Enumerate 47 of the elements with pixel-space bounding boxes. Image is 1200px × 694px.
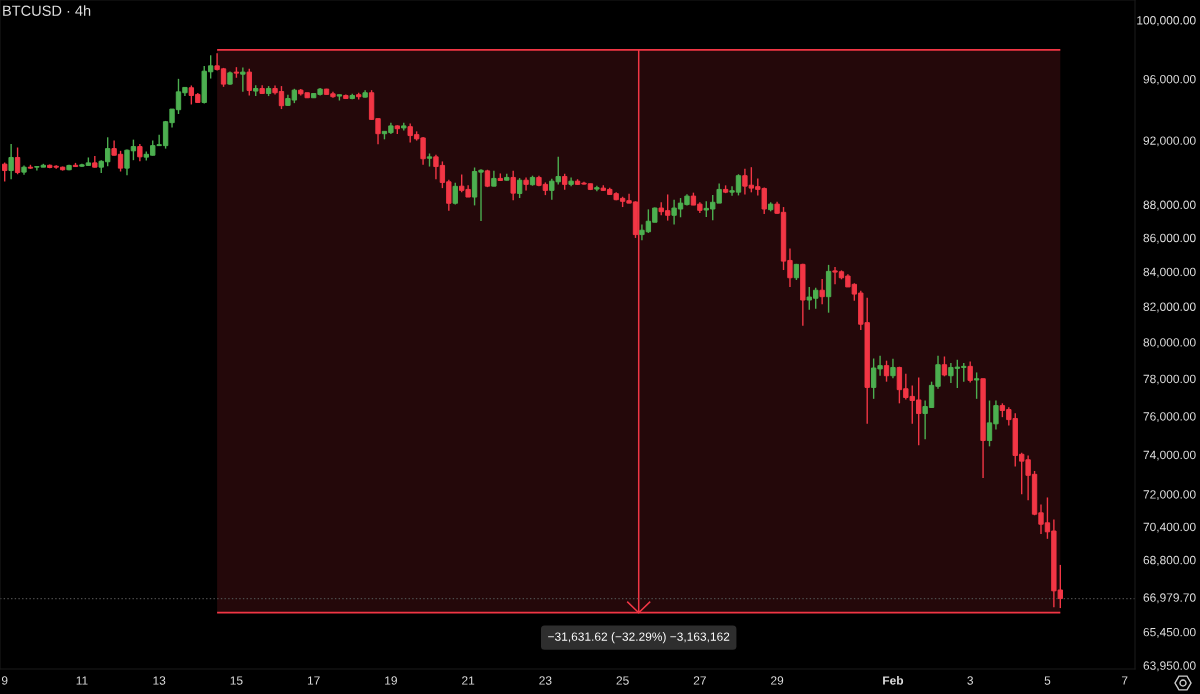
x-tick-label: 3 xyxy=(967,676,973,685)
x-tick-label: 7 xyxy=(1121,676,1128,685)
y-tick-label: 70,400.00 xyxy=(1143,522,1196,533)
y-tick-label: 92,000.00 xyxy=(1143,136,1196,147)
y-tick-label: 100,000.00 xyxy=(1137,16,1196,26)
y-tick-label: 72,000.00 xyxy=(1143,490,1196,501)
x-tick-label: 27 xyxy=(693,676,706,685)
x-tick-label: 23 xyxy=(539,676,552,685)
candlestick xyxy=(240,66,246,93)
y-tick-label: 76,000.00 xyxy=(1143,412,1196,423)
candlestick xyxy=(819,278,825,305)
y-tick-label: 68,800.00 xyxy=(1143,555,1196,566)
y-tick-label: 88,000.00 xyxy=(1143,200,1196,211)
band-label: −31,631.62 (−32.29%) −3,163,162 xyxy=(548,632,730,644)
candlestick xyxy=(883,359,890,383)
y-tick-label: 78,000.00 xyxy=(1143,374,1196,385)
x-tick-label: 5 xyxy=(1044,676,1051,685)
y-tick-label: 63,950.00 xyxy=(1143,661,1196,672)
x-tick-label: 21 xyxy=(462,676,475,685)
candlestick xyxy=(2,161,8,183)
x-tick-label: 13 xyxy=(153,676,166,685)
candlestick xyxy=(516,177,523,199)
y-tick-label: 65,450.00 xyxy=(1143,627,1196,638)
y-tick-label: 80,000.00 xyxy=(1143,338,1196,349)
candlestick xyxy=(452,182,458,206)
x-tick-label: 9 xyxy=(1,676,8,685)
x-tick-label: 25 xyxy=(616,676,629,685)
x-tick-label: 15 xyxy=(230,676,243,685)
y-tick-label: 74,000.00 xyxy=(1143,450,1196,461)
y-tick-label: 82,000.00 xyxy=(1143,302,1196,313)
chart-title: BTCUSD · 4h xyxy=(3,5,91,16)
candlestick xyxy=(8,143,14,180)
candlestick xyxy=(890,357,896,380)
y-tick-label: 96,000.00 xyxy=(1143,74,1196,85)
candlestick xyxy=(973,371,980,400)
x-tick-label: 29 xyxy=(771,676,784,685)
y-tick-label: 86,000.00 xyxy=(1143,233,1196,244)
candlestick xyxy=(246,67,252,97)
candlestick xyxy=(510,170,516,202)
candlestick xyxy=(967,360,973,384)
x-tick-label: 19 xyxy=(385,676,397,685)
candlestick xyxy=(14,146,21,175)
x-tick-label: 17 xyxy=(307,676,320,685)
x-tick-label: Feb xyxy=(883,675,904,685)
y-tick-label: 84,000.00 xyxy=(1143,267,1196,278)
x-tick-label: 11 xyxy=(76,676,88,685)
ref-line-label: 66,979.70 xyxy=(1143,593,1196,604)
